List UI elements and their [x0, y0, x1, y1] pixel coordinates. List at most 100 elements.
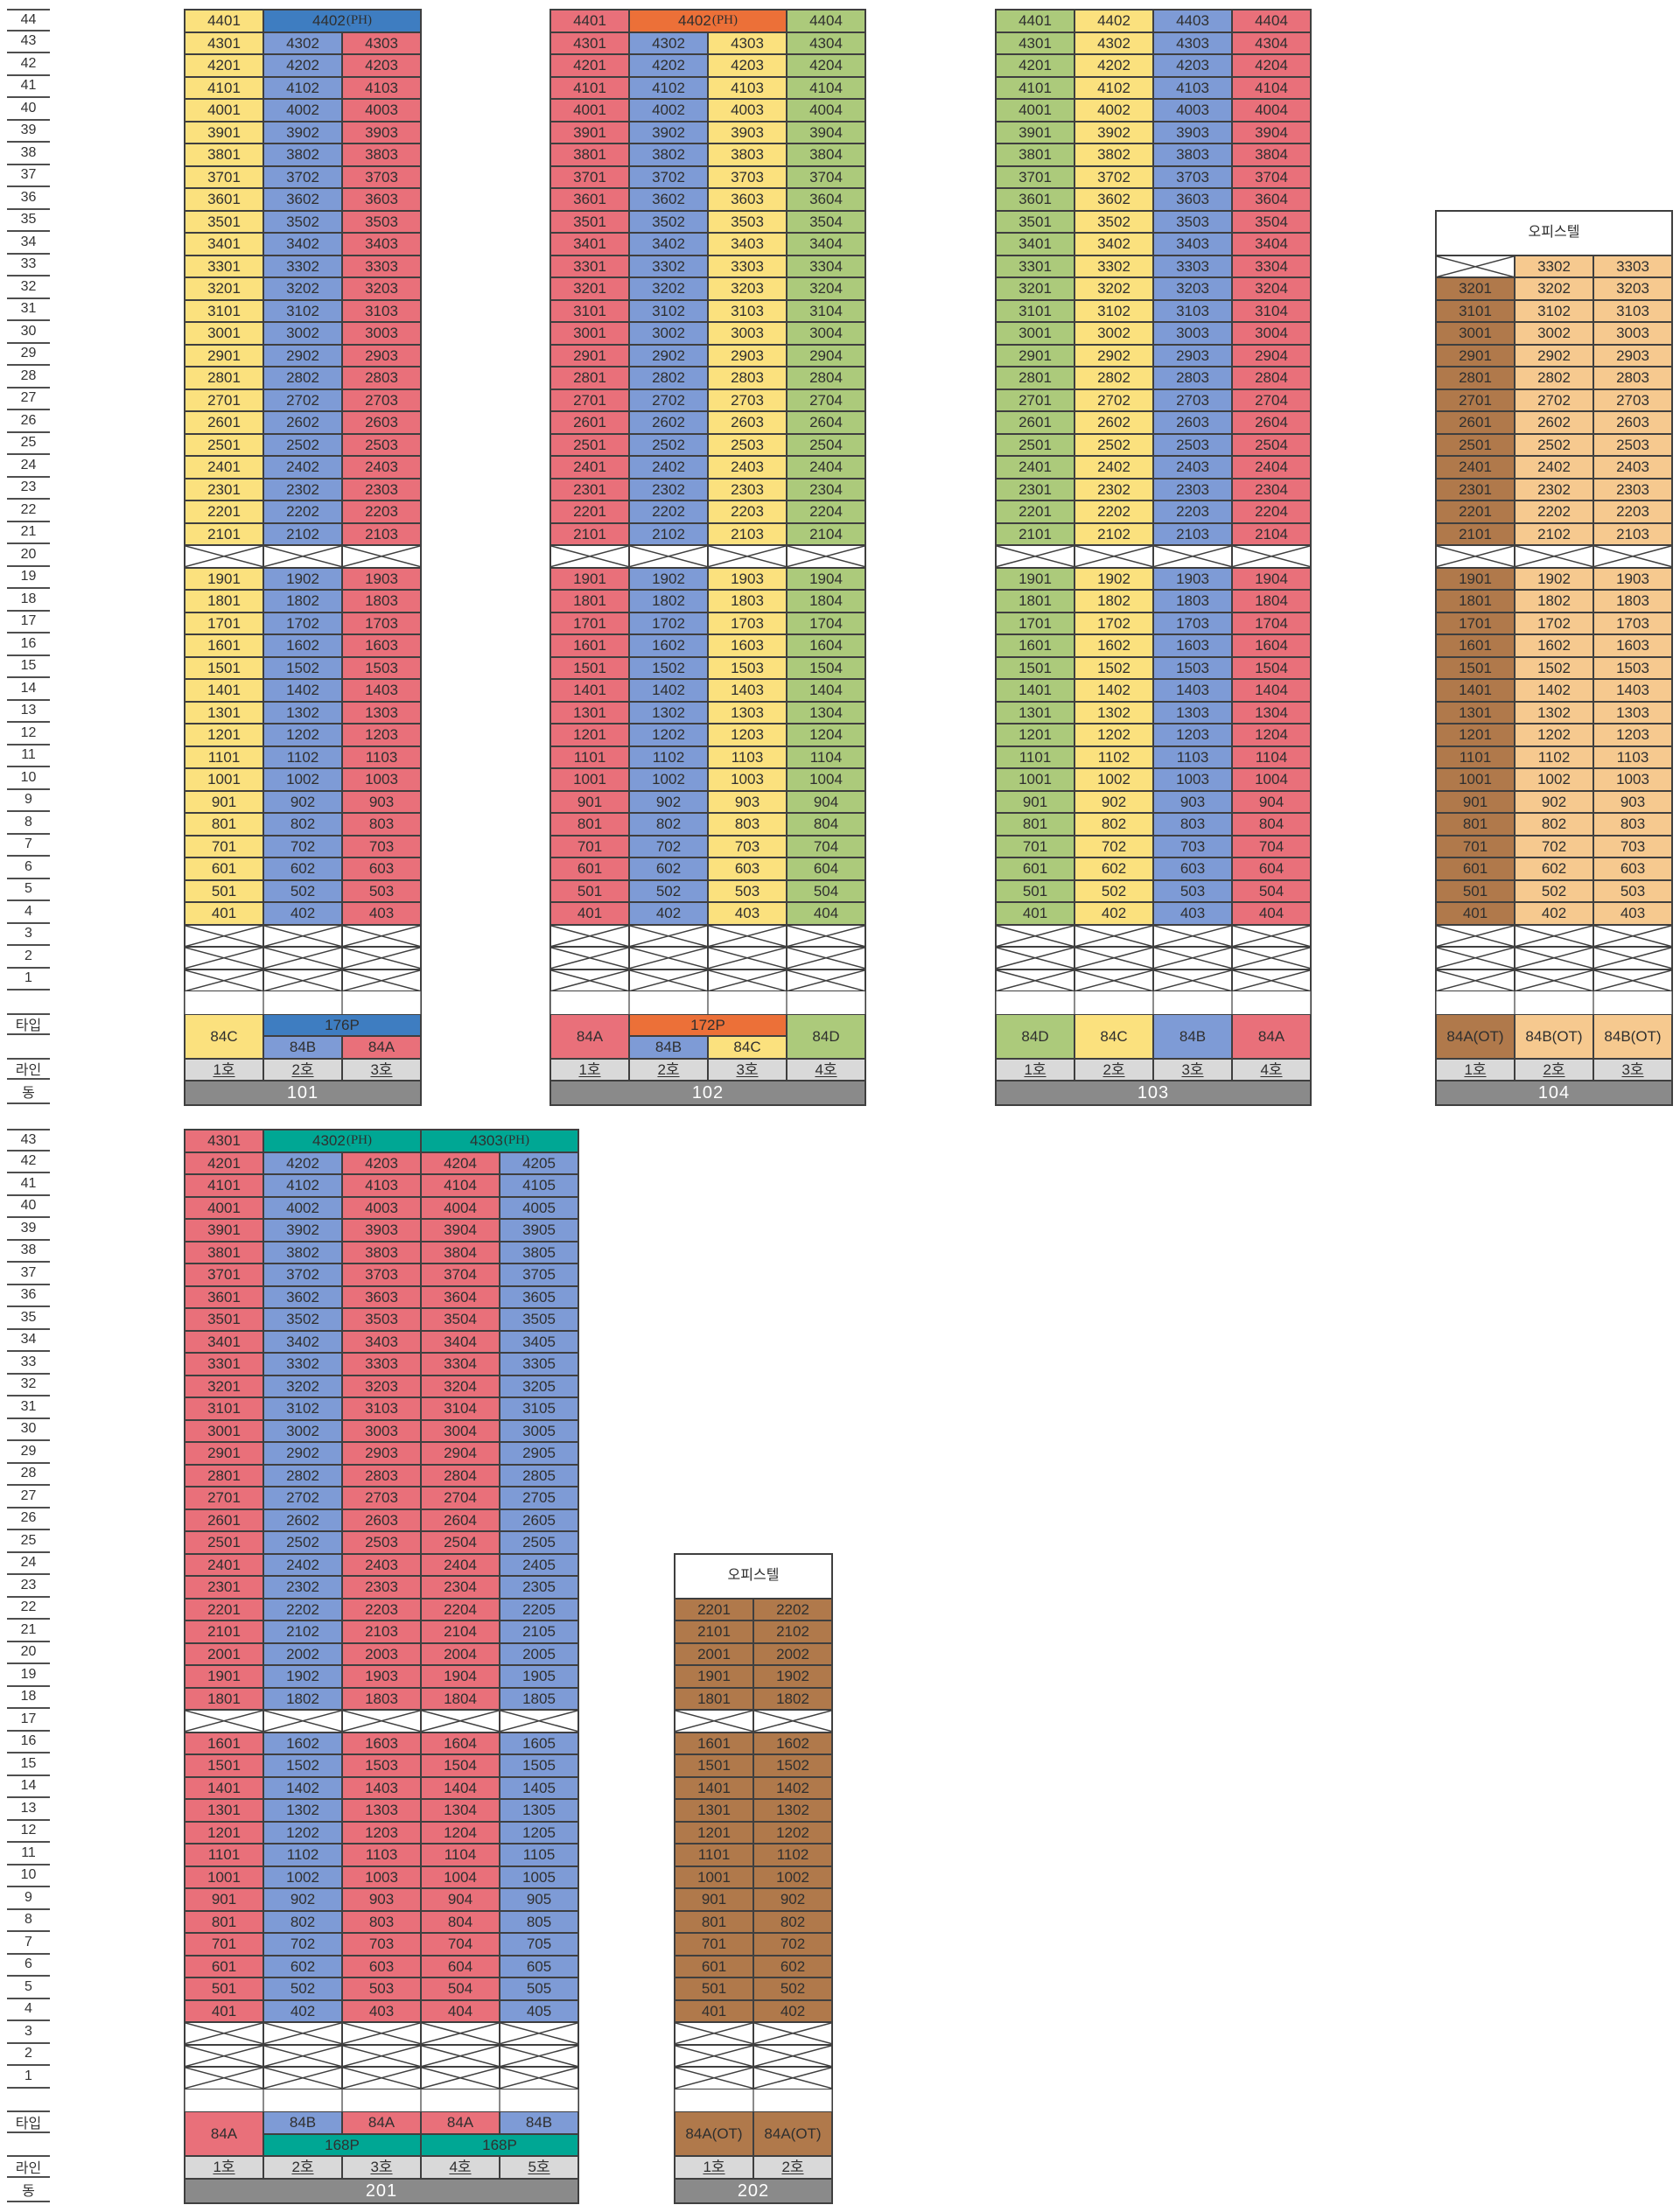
unit-cell-3402: 3402 — [263, 1330, 342, 1353]
unit-cell-1101: 1101 — [1436, 746, 1515, 768]
unit-cell-1605: 1605 — [500, 1732, 578, 1754]
cross-out-icon — [754, 2068, 831, 2089]
unit-number: 3902 — [286, 123, 319, 141]
unit-cell-2704: 2704 — [1232, 388, 1311, 411]
unit-cell-3202: 3202 — [263, 1375, 342, 1397]
unit-cell-2903: 2903 — [1153, 344, 1232, 367]
unit-number: 3804 — [809, 146, 843, 164]
unit-cell-4303: 4303 — [708, 32, 787, 54]
cross-out-icon — [343, 948, 420, 969]
unit-number: 2202 — [1097, 503, 1130, 521]
crossed-cell — [629, 969, 708, 991]
unit-cell-2801: 2801 — [1436, 367, 1515, 389]
unit-cell-3704: 3704 — [1232, 165, 1311, 188]
unit-cell-1402: 1402 — [1074, 679, 1153, 702]
unit-number: 3803 — [731, 146, 764, 164]
unit-cell-1501: 1501 — [996, 656, 1074, 679]
unit-cell-2201: 2201 — [1436, 500, 1515, 523]
unit-cell-2202: 2202 — [1074, 500, 1153, 523]
unit-cell-3403: 3403 — [1153, 233, 1232, 256]
unit-number: 1502 — [1097, 659, 1130, 676]
unit-number: 1601 — [697, 1734, 731, 1752]
unit-number: 503 — [1620, 882, 1646, 900]
unit-number: 2303 — [731, 480, 764, 498]
unit-number: 2703 — [731, 391, 764, 409]
line-cell-3: 3호 — [1593, 1058, 1672, 1081]
unit-number: 2801 — [573, 369, 606, 387]
unit-cell-1501: 1501 — [550, 656, 629, 679]
cross-out-icon — [264, 926, 341, 947]
unit-number: 4304 — [809, 34, 843, 52]
unit-number: 3305 — [522, 1355, 556, 1373]
unit-number: 1105 — [522, 1846, 556, 1864]
unit-number: 1102 — [286, 1846, 319, 1864]
crossed-cell — [550, 924, 629, 947]
unit-number: 3502 — [1097, 213, 1130, 230]
unit-cell-702: 702 — [629, 835, 708, 858]
unit-number: 404 — [1258, 905, 1284, 922]
unit-cell-2405: 2405 — [500, 1553, 578, 1576]
unit-cell-3003: 3003 — [342, 1419, 421, 1442]
unit-cell-1302: 1302 — [263, 1799, 342, 1822]
floor-label-22: 22 — [7, 500, 50, 522]
unit-number: 2301 — [207, 1578, 241, 1596]
crossed-cell — [1232, 947, 1311, 970]
crossed-cell — [185, 2022, 263, 2045]
floor-label-41: 41 — [7, 76, 50, 98]
unit-cell-904: 904 — [421, 1888, 500, 1911]
unit-cell-2301: 2301 — [185, 478, 263, 500]
line-cell-4: 4호 — [787, 1058, 865, 1081]
unit-cell-1801: 1801 — [675, 1687, 753, 1710]
unit-number: 1702 — [652, 614, 685, 632]
unit-cell-1205: 1205 — [500, 1821, 578, 1844]
unit-number: 3402 — [286, 235, 319, 253]
unit-cell-1201: 1201 — [185, 1821, 263, 1844]
unit-cell-1001: 1001 — [550, 768, 629, 791]
unit-cell-3203: 3203 — [1153, 277, 1232, 300]
unit-number: 802 — [780, 1913, 806, 1930]
penthouse-suffix: (PH) — [711, 13, 738, 28]
unit-number: 2601 — [207, 1511, 241, 1529]
type-row-label: 타입 — [7, 1012, 50, 1035]
unit-cell-901: 901 — [185, 790, 263, 813]
unit-number: 1401 — [207, 1779, 241, 1796]
unit-number: 2505 — [522, 1534, 556, 1551]
building-101: 4401 4402 (PH) 4301 4302 4303 4201 4202 4203 4101… — [184, 9, 422, 1106]
unit-cell-3504: 3504 — [421, 1308, 500, 1331]
unit-cell-4302: 4302 — [263, 32, 342, 54]
crossed-cell — [629, 545, 708, 568]
unit-number: 2105 — [522, 1623, 556, 1641]
unit-number: 1801 — [1459, 592, 1492, 610]
unit-cell-701: 701 — [550, 835, 629, 858]
unit-cell-2604: 2604 — [787, 411, 865, 434]
unit-cell-3805: 3805 — [500, 1241, 578, 1264]
unit-cell-2403: 2403 — [1593, 456, 1672, 479]
unit-cell-3902: 3902 — [629, 121, 708, 144]
unit-cell-1002: 1002 — [1515, 768, 1593, 791]
unit-number: 1201 — [1018, 726, 1052, 744]
unit-number: 3601 — [207, 191, 241, 208]
crossed-cell — [263, 545, 342, 568]
unit-number: 3402 — [652, 235, 685, 253]
type-cell-84D: 84D — [787, 1013, 865, 1059]
unit-number: 3101 — [207, 302, 241, 319]
unit-number: 1701 — [207, 614, 241, 632]
unit-cell-4003: 4003 — [708, 99, 787, 122]
unit-number: 901 — [211, 793, 237, 810]
unit-number: 3102 — [1097, 302, 1130, 319]
unit-cell-2201: 2201 — [185, 500, 263, 523]
unit-cell-2902: 2902 — [263, 1442, 342, 1465]
unit-number: 704 — [813, 837, 839, 855]
unit-cell-1402: 1402 — [1515, 679, 1593, 702]
crossed-cell — [1153, 924, 1232, 947]
floor-label-20: 20 — [7, 1642, 50, 1664]
unit-cell-2503: 2503 — [342, 1531, 421, 1554]
unit-cell-2403: 2403 — [342, 1553, 421, 1576]
unit-number: 603 — [1620, 860, 1646, 878]
unit-number: 2303 — [1176, 480, 1209, 498]
unit-number: 2801 — [1018, 369, 1052, 387]
unit-number: 3002 — [652, 325, 685, 342]
unit-number: 1903 — [1616, 570, 1649, 587]
line-cell-2: 2호 — [629, 1058, 708, 1081]
unit-number: 703 — [734, 837, 760, 855]
